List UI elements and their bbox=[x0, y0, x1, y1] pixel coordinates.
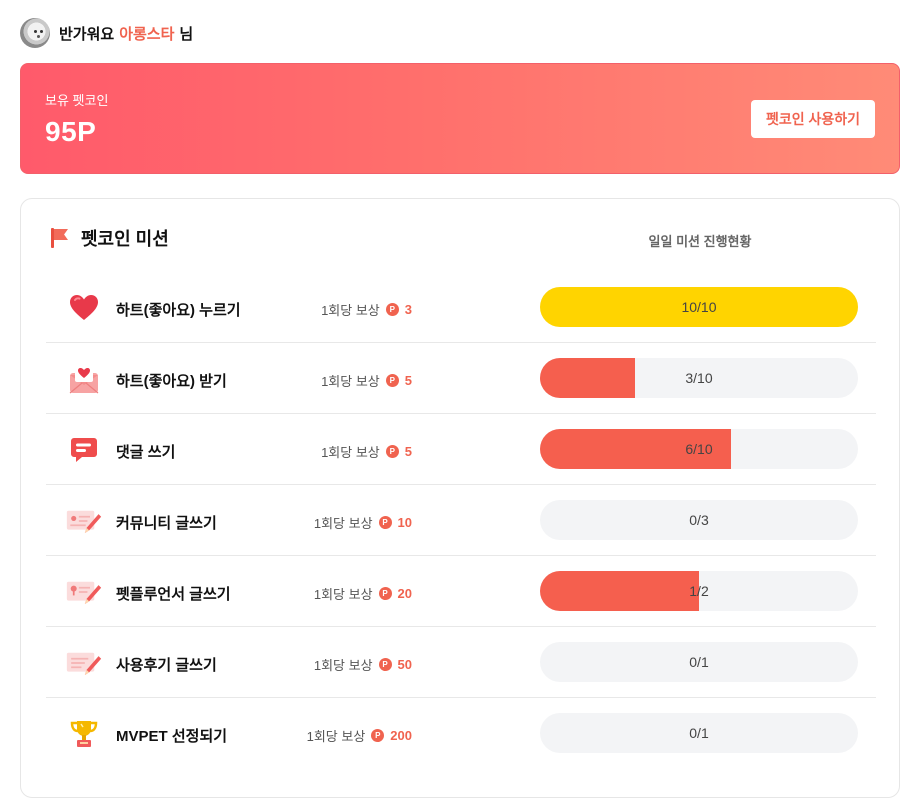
progress-text: 1/2 bbox=[689, 583, 709, 599]
use-coin-button[interactable]: 펫코인 사용하기 bbox=[751, 100, 875, 138]
mission-card: 펫코인 미션 일일 미션 진행현황 하트(좋아요) 누르기 1회당 보상 P 3… bbox=[20, 198, 900, 798]
mission-name: 사용후기 글쓰기 bbox=[116, 657, 217, 674]
comment-icon bbox=[66, 432, 102, 468]
progress-fill bbox=[540, 358, 636, 398]
petfluencer-write-icon bbox=[66, 574, 102, 610]
reward-prefix: 1회당 보상 bbox=[313, 658, 373, 673]
mission-row-2: 하트(좋아요) 받기 1회당 보상 P 5 3/10 bbox=[46, 343, 876, 414]
coin-icon: P bbox=[378, 587, 392, 600]
mission-row-7: MVPET 선정되기 1회당 보상 P 200 0/1 bbox=[46, 698, 876, 769]
progress-bar: 0/1 bbox=[540, 713, 858, 753]
reward-value: 50 bbox=[397, 657, 412, 672]
progress-fill bbox=[540, 571, 699, 611]
mission-reward: 1회당 보상 P 5 bbox=[321, 371, 412, 390]
reward-value: 3 bbox=[404, 302, 412, 317]
coin-icon: P bbox=[378, 516, 392, 529]
mission-reward: 1회당 보상 P 10 bbox=[314, 513, 412, 532]
progress-bar: 0/3 bbox=[540, 500, 858, 540]
mission-row-1: 하트(좋아요) 누르기 1회당 보상 P 3 10/10 bbox=[46, 272, 876, 343]
mission-title: 펫코인 미션 bbox=[81, 229, 169, 249]
nickname: 아롱스타 bbox=[119, 25, 175, 43]
reward-prefix: 1회당 보상 bbox=[306, 729, 366, 744]
reward-prefix: 1회당 보상 bbox=[313, 516, 373, 531]
community-write-icon bbox=[66, 503, 102, 539]
reward-value: 200 bbox=[390, 728, 412, 743]
reward-value: 10 bbox=[397, 515, 412, 530]
coin-icon: P bbox=[378, 658, 392, 671]
progress-text: 6/10 bbox=[685, 441, 713, 457]
coin-balance-value: 95P bbox=[45, 116, 97, 147]
mission-list: 하트(좋아요) 누르기 1회당 보상 P 3 10/10 하트(좋아요) 받기 … bbox=[46, 272, 876, 769]
greeting: 반가워요 아롱스타 님 bbox=[20, 17, 193, 49]
progress-header: 일일 미션 진행현황 bbox=[648, 234, 752, 249]
progress-text: 0/1 bbox=[689, 725, 709, 741]
reward-value: 20 bbox=[397, 586, 412, 601]
mission-name: 하트(좋아요) 누르기 bbox=[116, 302, 241, 319]
reward-value: 5 bbox=[404, 444, 412, 459]
progress-bar: 6/10 bbox=[540, 429, 858, 469]
mission-reward: 1회당 보상 P 3 bbox=[321, 300, 412, 319]
reward-prefix: 1회당 보상 bbox=[321, 303, 380, 318]
heart-mail-icon bbox=[66, 361, 102, 397]
avatar[interactable] bbox=[20, 18, 50, 48]
greeting-suffix: 님 bbox=[179, 25, 194, 43]
coin-icon: P bbox=[385, 445, 399, 458]
progress-bar: 10/10 bbox=[540, 287, 858, 327]
progress-text: 3/10 bbox=[685, 370, 713, 386]
mission-name: 커뮤니티 글쓰기 bbox=[116, 515, 217, 532]
progress-bar: 0/1 bbox=[540, 642, 858, 682]
mission-name: MVPET 선정되기 bbox=[116, 728, 228, 745]
mission-name: 댓글 쓰기 bbox=[116, 444, 176, 461]
mission-reward: 1회당 보상 P 5 bbox=[321, 442, 412, 461]
progress-text: 0/3 bbox=[689, 512, 709, 528]
greeting-prefix: 반가워요 bbox=[59, 25, 115, 43]
coin-balance-label: 보유 펫코인 bbox=[45, 93, 109, 108]
progress-text: 10/10 bbox=[681, 299, 717, 315]
coin-icon: P bbox=[385, 374, 399, 387]
mission-row-5: 펫플루언서 글쓰기 1회당 보상 P 20 1/2 bbox=[46, 556, 876, 627]
mission-reward: 1회당 보상 P 50 bbox=[314, 655, 412, 674]
mission-header: 펫코인 미션 bbox=[49, 225, 169, 251]
mission-name: 하트(좋아요) 받기 bbox=[116, 373, 227, 390]
coin-balance-card: 보유 펫코인 95P 펫코인 사용하기 bbox=[20, 63, 900, 174]
progress-fill bbox=[540, 287, 858, 327]
coin-icon: P bbox=[371, 729, 385, 742]
reward-prefix: 1회당 보상 bbox=[321, 374, 380, 389]
progress-fill bbox=[540, 429, 731, 469]
mission-row-3: 댓글 쓰기 1회당 보상 P 5 6/10 bbox=[46, 414, 876, 485]
progress-text: 0/1 bbox=[689, 654, 709, 670]
progress-bar: 3/10 bbox=[540, 358, 858, 398]
flag-icon bbox=[49, 226, 69, 250]
review-write-icon bbox=[66, 645, 102, 681]
mission-reward: 1회당 보상 P 20 bbox=[314, 584, 412, 603]
coin-icon: P bbox=[385, 303, 399, 316]
reward-prefix: 1회당 보상 bbox=[313, 587, 373, 602]
mission-row-6: 사용후기 글쓰기 1회당 보상 P 50 0/1 bbox=[46, 627, 876, 698]
mission-row-4: 커뮤니티 글쓰기 1회당 보상 P 10 0/3 bbox=[46, 485, 876, 556]
mission-reward: 1회당 보상 P 200 bbox=[307, 726, 412, 745]
trophy-icon bbox=[66, 716, 102, 752]
mission-name: 펫플루언서 글쓰기 bbox=[116, 586, 231, 603]
heart-icon bbox=[66, 290, 102, 326]
reward-prefix: 1회당 보상 bbox=[321, 445, 380, 460]
progress-bar: 1/2 bbox=[540, 571, 858, 611]
reward-value: 5 bbox=[404, 373, 412, 388]
